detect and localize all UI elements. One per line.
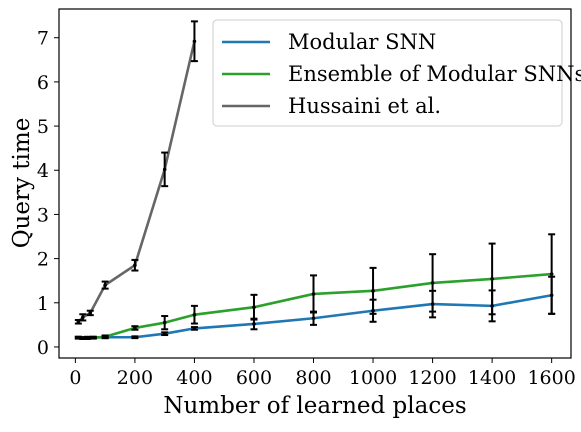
data-point-modular-snn-9 (311, 316, 316, 321)
data-point-modular-snn-6 (162, 331, 167, 336)
legend-box (212, 19, 563, 127)
data-point-hussaini-et-al-0 (76, 319, 81, 324)
data-point-ensemble-of-modular-snns-10 (371, 289, 375, 293)
ticks-layer: 0 200 400 600 800 1000 1200 1400 1600 0 1 2 3 4 5 6 7 (37, 28, 576, 389)
y-tick-label: 6 (37, 72, 49, 94)
data-point-ensemble-of-modular-snns-7 (192, 312, 197, 317)
data-point-ensemble-of-modular-snns-2 (85, 335, 90, 340)
data-point-ensemble-of-modular-snns-6 (162, 320, 167, 325)
legend-entry-modular-snn: Modular SNN (222, 30, 436, 54)
data-point-ensemble-of-modular-snns-5 (133, 326, 137, 330)
x-tick-label: 400 (176, 367, 212, 389)
plot-frame (58, 8, 572, 359)
marks-layer (74, 20, 556, 341)
x-tick-label: 1000 (349, 367, 397, 389)
y-tick-label: 1 (37, 293, 49, 315)
data-point-ensemble-of-modular-snns-8 (252, 305, 256, 309)
legend-label: Hussaini et al. (288, 94, 441, 118)
legend-entry-hussaini-et-al: Hussaini et al. (222, 94, 441, 118)
y-tick-label: 2 (37, 249, 49, 271)
data-point-modular-snn-8 (252, 322, 256, 326)
data-point-ensemble-of-modular-snns-11 (430, 281, 435, 285)
legend-entry-ensemble-of-modular-snns: Ensemble of Modular SNNs (222, 62, 581, 86)
data-point-ensemble-of-modular-snns-4 (103, 334, 107, 339)
legend-label: Modular SNN (288, 30, 436, 54)
data-point-hussaini-et-al-3 (103, 283, 107, 287)
data-point-ensemble-of-modular-snns-12 (490, 277, 494, 281)
x-tick-label: 1400 (468, 367, 516, 389)
data-point-modular-snn-5 (133, 335, 137, 340)
data-point-modular-snn-7 (192, 326, 197, 331)
x-tick-label: 800 (295, 367, 331, 389)
legend: Modular SNN Ensemble of Modular SNNs Hussa… (212, 19, 581, 127)
data-point-hussaini-et-al-4 (133, 263, 137, 268)
y-tick-label: 5 (37, 116, 49, 138)
x-tick-label: 0 (69, 367, 81, 389)
data-point-ensemble-of-modular-snns-3 (91, 335, 96, 340)
data-point-ensemble-of-modular-snns-0 (76, 335, 81, 340)
data-point-hussaini-et-al-5 (162, 167, 167, 172)
y-axis-title: Query time (9, 118, 35, 249)
series-line-modular-snn (77, 293, 553, 340)
x-tick-label: 600 (236, 367, 272, 389)
data-point-ensemble-of-modular-snns-9 (311, 292, 316, 296)
x-tick-label: 1600 (527, 367, 575, 389)
data-point-hussaini-et-al-1 (81, 315, 85, 320)
series-line-hussaini-et-al (77, 39, 196, 324)
data-point-ensemble-of-modular-snns-1 (81, 336, 85, 340)
y-tick-label: 4 (37, 160, 49, 182)
y-tick-label: 7 (37, 28, 49, 50)
y-tick-label: 3 (37, 204, 49, 226)
x-tick-label: 200 (117, 367, 153, 389)
y-tick-label: 0 (37, 337, 49, 359)
data-point-hussaini-et-al-2 (88, 311, 93, 315)
legend-label: Ensemble of Modular SNNs (288, 62, 581, 86)
x-axis-title: Number of learned places (163, 393, 466, 419)
data-point-ensemble-of-modular-snns-13 (549, 272, 554, 276)
x-tick-label: 1200 (408, 367, 456, 389)
data-point-hussaini-et-al-6 (192, 39, 197, 44)
